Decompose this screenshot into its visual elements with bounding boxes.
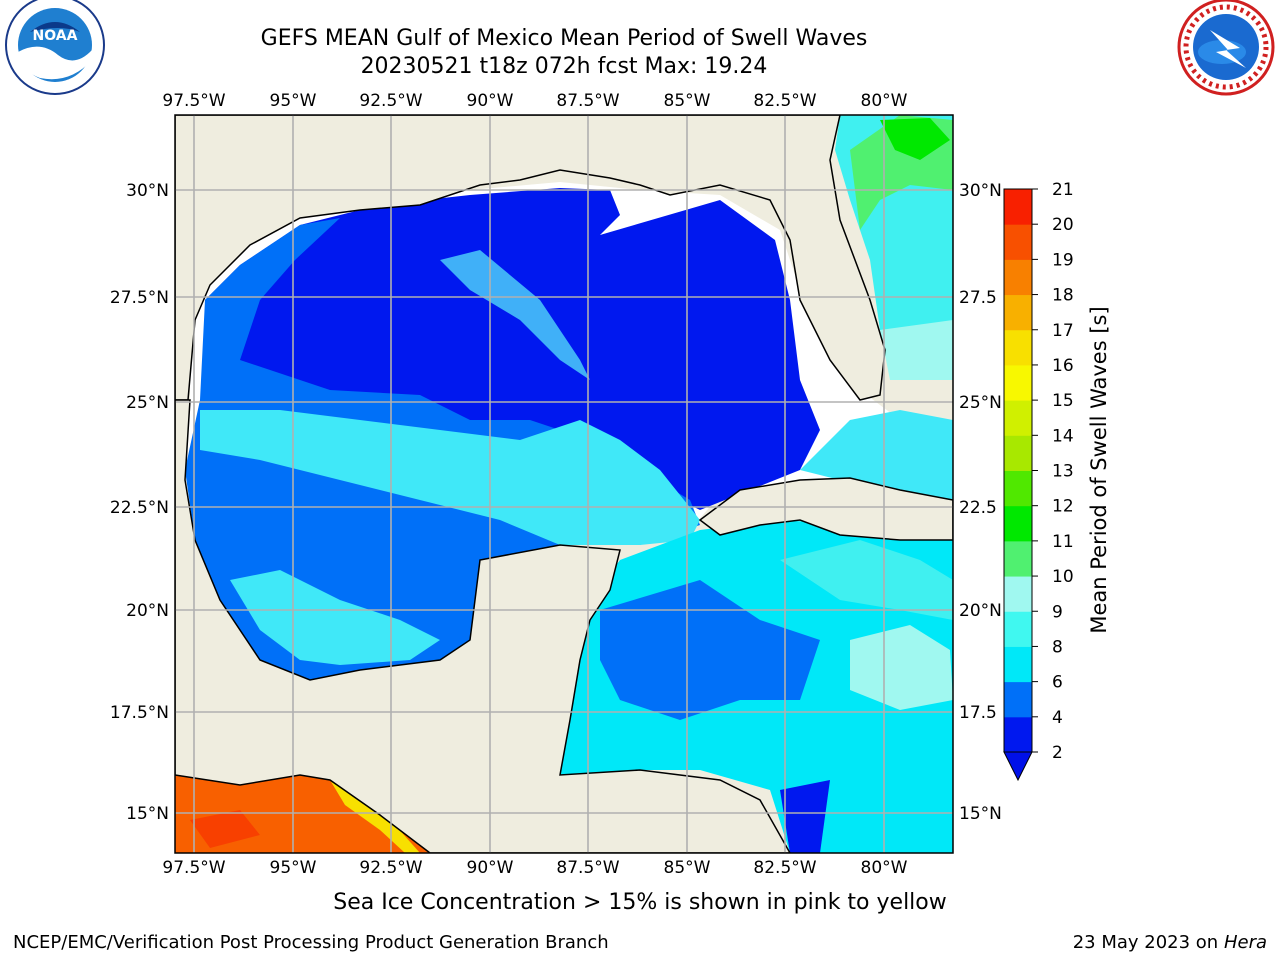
- sea-ice-note: Sea Ice Concentration > 15% is shown in …: [333, 890, 947, 915]
- colorbar-tick-label: 19: [1052, 250, 1074, 270]
- colorbar-tick-label: 11: [1052, 532, 1074, 552]
- lon-label: 87.5°W: [556, 91, 619, 111]
- map-subtitle: 20230521 t18z 072h fcst Max: 19.24: [360, 54, 768, 79]
- colorbar-segment: [1004, 470, 1032, 507]
- colorbar-tick-label: 18: [1052, 286, 1074, 306]
- colorbar-tick-label: 6: [1052, 673, 1063, 693]
- lon-label: 97.5°W: [162, 858, 225, 878]
- colorbar-segment: [1004, 224, 1032, 260]
- lat-label: 17.5: [959, 703, 997, 723]
- colorbar: 2 4 6 8 9 10 11 12 13 14 15 16 17 18 19 20 21: [1003, 180, 1074, 782]
- colorbar-segment: [1004, 540, 1032, 577]
- lat-label: 20°N: [959, 601, 1002, 621]
- lat-labels-left: 30°N 27.5°N 25°N 22.5°N 20°N 17.5°N 15°N: [110, 181, 169, 824]
- colorbar-tick-label: 21: [1052, 180, 1074, 200]
- nws-logo: [1177, 0, 1275, 96]
- colorbar-segment: [1004, 400, 1032, 436]
- lat-label: 25°N: [126, 393, 169, 413]
- lon-label: 95°W: [270, 91, 317, 111]
- map-frame: [174, 114, 954, 854]
- lon-label: 82.5°W: [753, 858, 816, 878]
- lon-label: 90°W: [467, 858, 514, 878]
- colorbar-tick-label: 4: [1052, 708, 1063, 728]
- colorbar-segment: [1004, 576, 1032, 612]
- lon-label: 80°W: [861, 91, 908, 111]
- lat-label: 30°N: [959, 181, 1002, 201]
- colorbar-segment: [1004, 611, 1032, 647]
- noaa-logo-text: NOAA: [33, 28, 78, 44]
- lon-labels-top: 97.5°W 95°W 92.5°W 90°W 87.5°W 85°W 82.5…: [162, 91, 907, 111]
- colorbar-segment: [1004, 646, 1032, 683]
- map-title: GEFS MEAN Gulf of Mexico Mean Period of …: [260, 26, 868, 51]
- lon-label: 85°W: [664, 858, 711, 878]
- colorbar-tick-label: 9: [1052, 602, 1063, 622]
- lat-label: 25°N: [959, 393, 1002, 413]
- lon-labels-bottom: 97.5°W 95°W 92.5°W 90°W 87.5°W 85°W 82.5…: [162, 858, 907, 878]
- lat-label: 17.5°N: [110, 703, 169, 723]
- colorbar-extend-arrow: [1003, 751, 1033, 782]
- lat-label: 15°N: [126, 804, 169, 824]
- lat-label: 20°N: [126, 601, 169, 621]
- lon-label: 80°W: [861, 858, 908, 878]
- lon-label: 97.5°W: [162, 91, 225, 111]
- colorbar-label: Mean Period of Swell Waves [s]: [1087, 306, 1111, 633]
- colorbar-segment: [1004, 294, 1032, 331]
- colorbar-tick-label: 16: [1052, 356, 1074, 376]
- colorbar-tick-label: 20: [1052, 215, 1074, 235]
- lon-label: 82.5°W: [753, 91, 816, 111]
- colorbar-tick-label: 12: [1052, 497, 1074, 517]
- lon-label: 90°W: [467, 91, 514, 111]
- colorbar-segment: [1004, 716, 1032, 753]
- date-label: 23 May 2023 on: [1072, 932, 1219, 953]
- lat-label: 30°N: [126, 181, 169, 201]
- colorbar-tick-label: 10: [1052, 567, 1074, 587]
- lon-label: 87.5°W: [556, 858, 619, 878]
- colorbar-tick-label: 15: [1052, 391, 1074, 411]
- host-name: Hera: [1223, 932, 1267, 953]
- colorbar-segment: [1004, 505, 1032, 542]
- colorbar-tick-label: 14: [1052, 426, 1074, 446]
- noaa-logo: NOAA: [5, 0, 105, 95]
- lat-label: 27.5: [959, 288, 997, 308]
- colorbar-tick-label: 17: [1052, 321, 1074, 341]
- lat-label: 27.5°N: [110, 288, 169, 308]
- lon-label: 92.5°W: [359, 91, 422, 111]
- date-text: 23 May 2023 on Hera: [1073, 932, 1267, 953]
- colorbar-segment: [1004, 681, 1032, 718]
- colorbar-tick-label: 8: [1052, 637, 1063, 657]
- lon-label: 85°W: [664, 91, 711, 111]
- colorbar-tick-label: 13: [1052, 462, 1074, 482]
- colorbar-tick-label: 2: [1052, 743, 1063, 763]
- lat-label: 22.5°N: [110, 498, 169, 518]
- lon-label: 95°W: [270, 858, 317, 878]
- map-panel: [175, 115, 953, 853]
- credit-text: NCEP/EMC/Verification Post Processing Pr…: [13, 932, 609, 953]
- colorbar-segment: [1004, 329, 1032, 366]
- lat-label: 22.5: [959, 498, 997, 518]
- colorbar-segment: [1004, 259, 1032, 296]
- colorbar-segment: [1004, 435, 1032, 471]
- colorbar-segment: [1004, 364, 1032, 401]
- lat-label: 15°N: [959, 804, 1002, 824]
- colorbar-segment: [1004, 189, 1032, 225]
- lat-labels-right: 30°N 27.5 25°N 22.5 20°N 17.5 15°N: [959, 181, 1002, 824]
- lon-label: 92.5°W: [359, 858, 422, 878]
